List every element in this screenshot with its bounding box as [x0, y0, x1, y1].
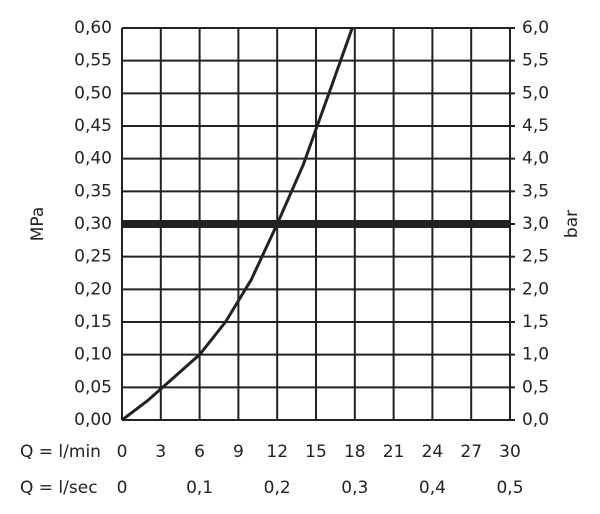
y2-tick-label: 1,0: [522, 345, 549, 365]
line-series: [121, 27, 354, 422]
y-tick-label: 0,15: [74, 312, 112, 332]
x-tick-label: 24: [422, 442, 444, 462]
y2-tick-label: 0,0: [522, 410, 549, 430]
x-tick-label: 18: [344, 442, 366, 462]
x2-tick-label: 0,4: [419, 478, 446, 498]
y2-tick-label: 3,0: [522, 214, 549, 234]
y2-tick-label: 5,0: [522, 83, 549, 103]
y-tick-label: 0,10: [74, 345, 112, 365]
x2-tick-label: 0,5: [496, 478, 523, 498]
y2-axis-label: bar: [562, 210, 582, 238]
y2-tick-label: 5,5: [522, 51, 549, 71]
y-tick-label: 0,40: [74, 149, 112, 169]
x-tick-label: 15: [305, 442, 327, 462]
y2-tick-label: 6,0: [522, 18, 549, 38]
x-tick-label: 3: [155, 442, 166, 462]
y2-tick-label: 3,5: [522, 181, 549, 201]
y2-tick-label: 2,5: [522, 247, 549, 267]
y-tick-label: 0,55: [74, 51, 112, 71]
y2-tick-label: 0,5: [522, 377, 549, 397]
y-tick-label: 0,20: [74, 279, 112, 299]
y-tick-label: 0,50: [74, 83, 112, 103]
y-tick-label: 0,25: [74, 247, 112, 267]
x-tick-label: 30: [499, 442, 521, 462]
y2-tick-label: 2,0: [522, 279, 549, 299]
x-tick-label: 9: [233, 442, 244, 462]
x-tick-label: 6: [194, 442, 205, 462]
x-tick-label: 21: [383, 442, 405, 462]
x2-tick-label: 0,1: [186, 478, 213, 498]
y-tick-label: 0,00: [74, 410, 112, 430]
y-tick-label: 0,45: [74, 116, 112, 136]
y2-tick-label: 1,5: [522, 312, 549, 332]
x-tick-label: 0: [117, 442, 128, 462]
x-tick-label: 12: [266, 442, 288, 462]
y2-tick-label: 4,0: [522, 149, 549, 169]
x2-tick-label: 0: [117, 478, 128, 498]
y-tick-label: 0,60: [74, 18, 112, 38]
y-tick-label: 0,35: [74, 181, 112, 201]
x2-tick-label: 0,2: [264, 478, 291, 498]
y2-tick-label: 4,5: [522, 116, 549, 136]
y-tick-label: 0,30: [74, 214, 112, 234]
y-axis-label: MPa: [28, 207, 48, 242]
x-tick-label: 27: [460, 442, 482, 462]
x-axis-label: Q = l/min: [20, 442, 101, 462]
y-tick-label: 0,05: [74, 377, 112, 397]
x2-axis-label: Q = l/sec: [20, 478, 98, 498]
x2-tick-label: 0,3: [341, 478, 368, 498]
